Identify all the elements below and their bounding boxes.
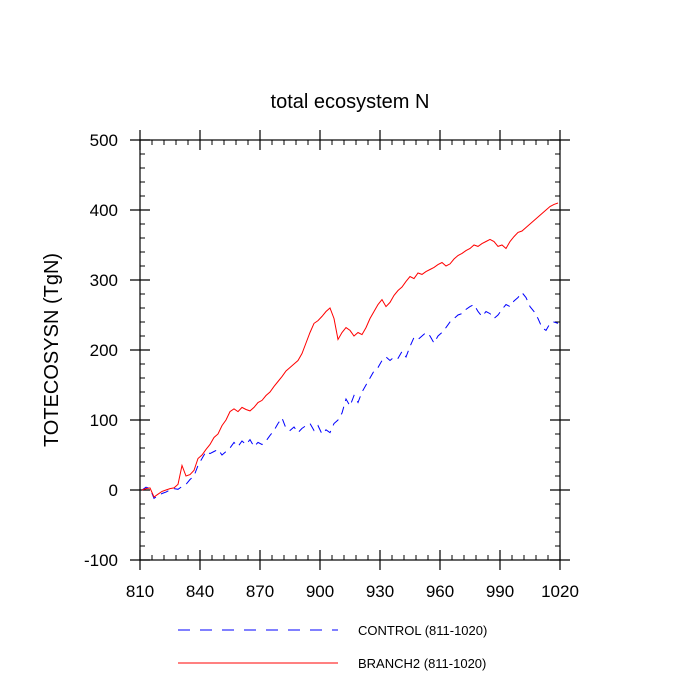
x-tick-labels: 810 840 870 900 930 960 990 1020: [126, 582, 579, 601]
y-tick-labels: -100 0 100 200 300 400 500: [84, 131, 118, 570]
y-tick-label: 0: [109, 481, 118, 500]
legend-label-control: CONTROL (811-1020): [358, 623, 487, 638]
y-tick-label: 300: [90, 271, 118, 290]
x-tick-label: 810: [126, 582, 154, 601]
legend: CONTROL (811-1020) BRANCH2 (811-1020): [178, 623, 487, 671]
x-tick-label: 900: [306, 582, 334, 601]
y-tick-label: -100: [84, 551, 118, 570]
axis-ticks: [130, 130, 570, 570]
y-tick-label: 100: [90, 411, 118, 430]
x-tick-label: 960: [426, 582, 454, 601]
x-tick-label: 990: [486, 582, 514, 601]
x-tick-label: 870: [246, 582, 274, 601]
legend-label-branch2: BRANCH2 (811-1020): [358, 656, 486, 671]
y-tick-label: 200: [90, 341, 118, 360]
x-tick-label: 1020: [541, 582, 579, 601]
x-tick-label: 930: [366, 582, 394, 601]
x-tick-label: 840: [186, 582, 214, 601]
series-lines: [141, 202, 559, 500]
plot-frame: [139, 139, 561, 561]
y-tick-label: 500: [90, 131, 118, 150]
y-tick-label: 400: [90, 201, 118, 220]
y-axis-label: TOTECOSYSN (TgN): [41, 253, 63, 447]
chart-title: total ecosystem N: [271, 91, 430, 113]
series-line-control: [141, 291, 559, 500]
series-line-branch2: [141, 202, 559, 498]
